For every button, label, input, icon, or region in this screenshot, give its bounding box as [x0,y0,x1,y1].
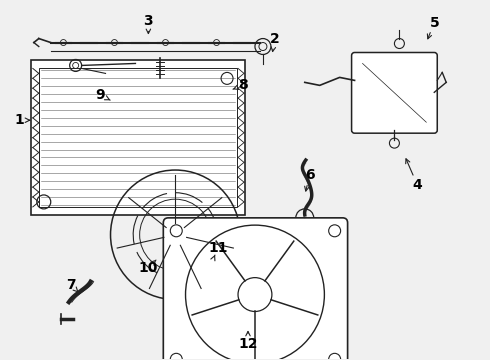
Text: 8: 8 [238,78,248,93]
Bar [39,68,237,207]
Text: 7: 7 [66,278,75,292]
Text: 10: 10 [139,261,158,275]
Text: 11: 11 [208,241,228,255]
Text: 12: 12 [238,337,258,351]
Text: 2: 2 [270,32,280,46]
Text: 3: 3 [144,14,153,28]
Text: 4: 4 [413,178,422,192]
Bar [31,60,245,215]
FancyBboxPatch shape [163,218,347,360]
FancyBboxPatch shape [352,53,437,133]
Text: 6: 6 [305,168,315,182]
Text: 5: 5 [429,15,439,30]
Text: 9: 9 [96,88,105,102]
Text: 1: 1 [14,113,24,127]
